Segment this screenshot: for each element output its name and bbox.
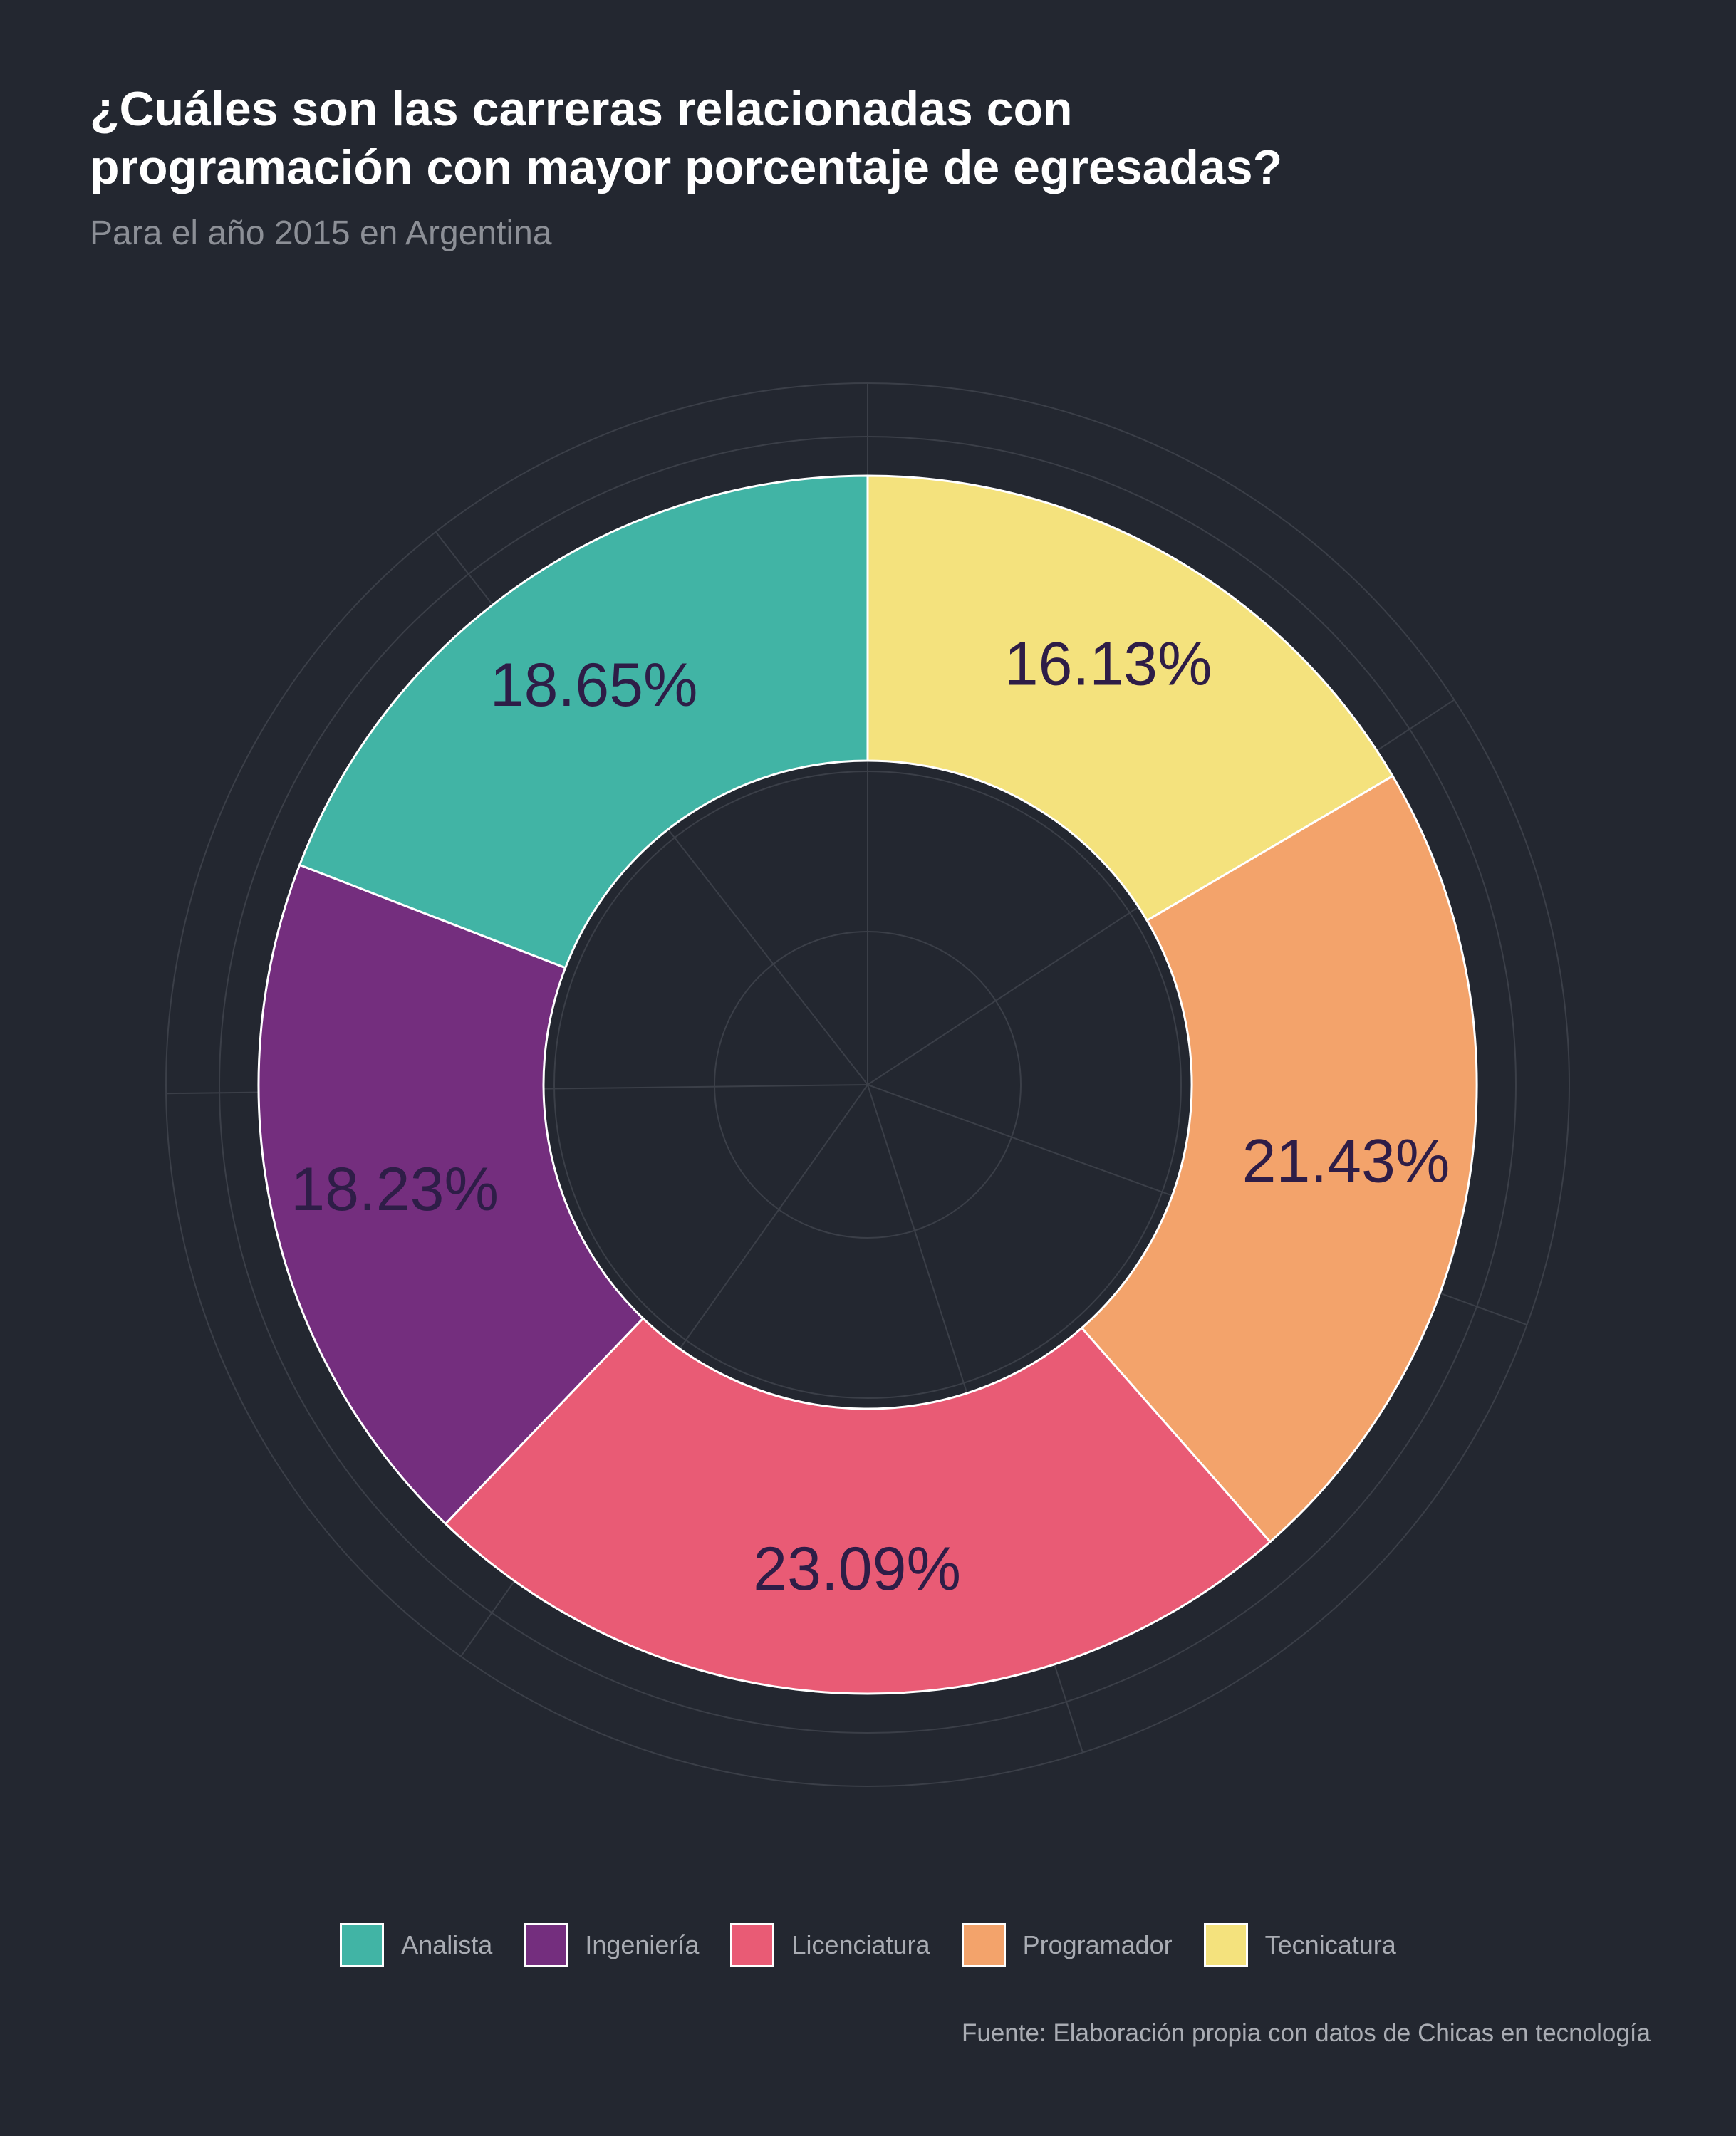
legend-label: Analista [401, 1930, 493, 1959]
slice-ingenieria [257, 863, 645, 1526]
chart-caption: Fuente: Elaboración propia con datos de … [961, 2019, 1651, 2047]
donut-chart: 16.13% 21.43% 23.09% 18.23% 18.65% [165, 382, 1570, 1787]
legend-item-tecnicatura: Tecnicatura [1203, 1923, 1396, 1967]
chart-title-line-2: programación con mayor porcentaje de egr… [90, 140, 1283, 194]
legend-label: Programador [1022, 1930, 1173, 1959]
data-label: 18.23% [291, 1155, 499, 1224]
chart-subtitle: Para el año 2015 en Argentina [90, 214, 552, 252]
legend-label: Tecnicatura [1264, 1930, 1396, 1959]
polar-grid [165, 382, 1570, 1787]
data-label: 16.13% [1004, 630, 1212, 699]
slice-analista [298, 474, 869, 969]
legend-swatch [730, 1923, 775, 1967]
data-label: 21.43% [1242, 1127, 1450, 1195]
legend-item-ingenieria: Ingeniería [524, 1923, 699, 1967]
data-label: 18.65% [490, 651, 698, 719]
chart-data-labels: 16.13% 21.43% 23.09% 18.23% 18.65% [291, 630, 1450, 1603]
legend-swatch [524, 1923, 568, 1967]
chart-legend: Analista Ingeniería Licenciatura Program… [0, 1923, 1736, 1967]
legend-swatch [1203, 1923, 1248, 1967]
legend-item-analista: Analista [340, 1923, 492, 1967]
slice-licenciatura [444, 1316, 1272, 1695]
slice-programador [1080, 774, 1478, 1543]
chart-title-line-1: ¿Cuáles son las carreras relacionadas co… [90, 82, 1073, 136]
legend-item-programador: Programador [961, 1923, 1173, 1967]
data-label: 23.09% [753, 1535, 961, 1603]
legend-swatch [961, 1923, 1006, 1967]
legend-label: Ingeniería [585, 1930, 700, 1959]
chart-title: ¿Cuáles son las carreras relacionadas co… [90, 80, 1657, 197]
legend-label: Licenciatura [791, 1930, 930, 1959]
slice-tecnicatura [866, 474, 1395, 922]
legend-swatch [340, 1923, 385, 1967]
legend-item-licenciatura: Licenciatura [730, 1923, 930, 1967]
chart-slices [257, 474, 1478, 1695]
